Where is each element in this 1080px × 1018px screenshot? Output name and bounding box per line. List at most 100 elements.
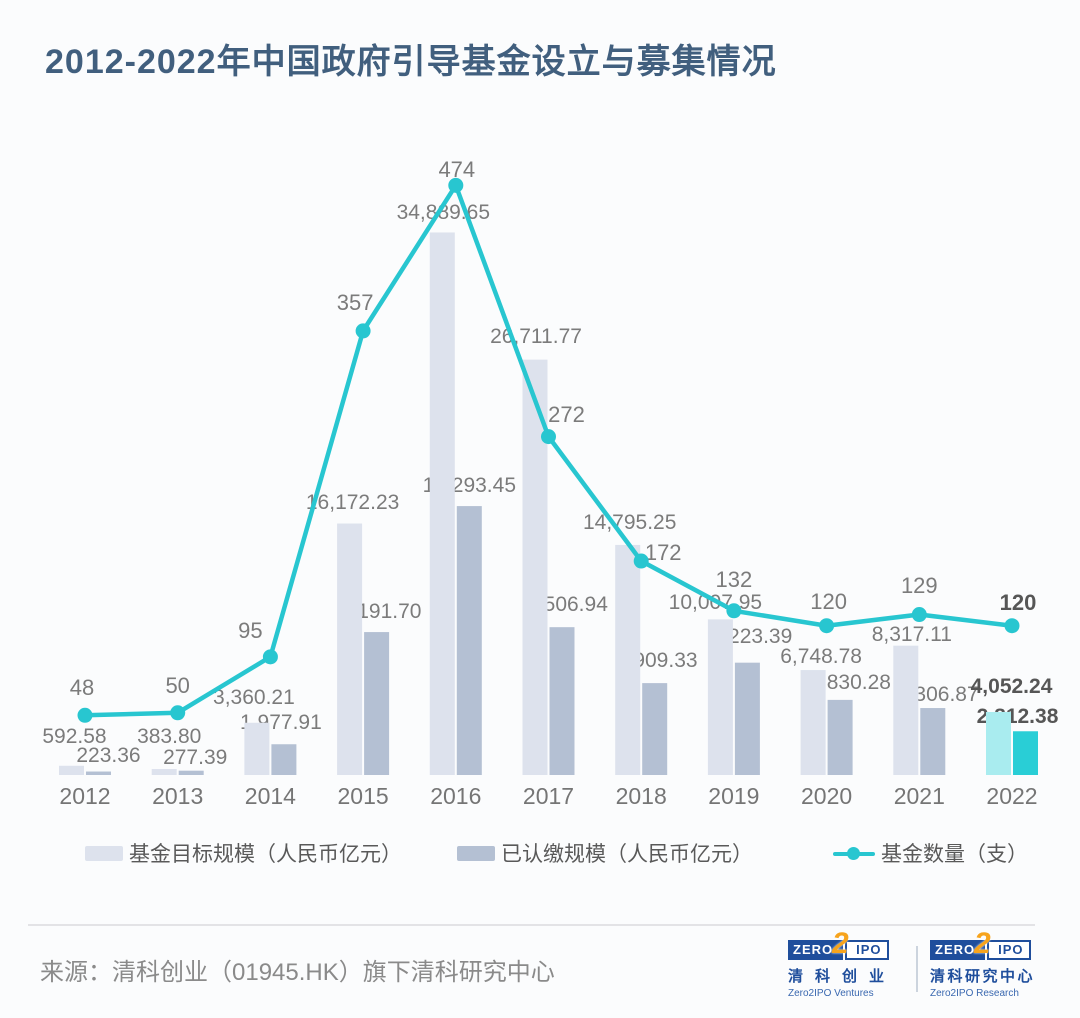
target-value-label-2020: 6,748.78	[780, 645, 862, 669]
target-value-label-2013: 383.80	[137, 725, 202, 749]
logo-two-glyph: 2	[974, 927, 991, 960]
x-axis-label-2019: 2019	[708, 783, 760, 809]
line-point-2022	[1004, 618, 1020, 634]
x-axis-label-2021: 2021	[893, 783, 945, 809]
zero2ipo-ventures-logo: ZERO 2 IPO 清科创业 Zero2IPO Ventures	[788, 929, 904, 999]
paid-value-label-2015: 9,191.70	[339, 600, 422, 624]
bar-paid-2012	[86, 771, 111, 775]
bar-target-2022	[986, 711, 1011, 775]
logo-en-name: Zero2IPO Ventures	[788, 988, 874, 999]
logo-zero-box: ZERO	[788, 940, 844, 960]
target-value-label-2016: 34,889.65	[396, 201, 491, 225]
bar-paid-2015	[364, 632, 390, 775]
bar-paid-2014	[271, 744, 297, 775]
bar-paid-2021	[920, 708, 946, 775]
footer: 来源：清科创业（01945.HK）旗下清科研究中心 ZERO 2 IPO 清科创…	[40, 929, 1046, 1002]
target-value-label-2014: 3,360.21	[213, 685, 295, 709]
bar-target-2013	[151, 769, 177, 775]
fund-count-line	[82, 183, 1015, 718]
target-value-label-2021: 8,317.11	[871, 622, 952, 646]
footer-divider	[28, 924, 1035, 926]
target-value-label-2017: 26,711.77	[490, 324, 582, 348]
count-label-2021: 129	[900, 572, 938, 598]
logo-ipo-box: IPO	[987, 940, 1031, 960]
x-axis-label-2013: 2013	[152, 783, 204, 809]
line-point-2018	[633, 553, 649, 569]
paid-value-label-2014: 1,977.91	[240, 711, 322, 735]
logo-two-glyph: 2	[832, 927, 849, 960]
zero2ipo-research-logo: ZERO 2 IPO 清科研究中心 Zero2IPO Research	[930, 929, 1046, 999]
legend-item-count: 基金数量（支）	[833, 838, 1028, 868]
count-label-2013: 50	[165, 672, 190, 698]
count-label-2012: 48	[69, 675, 95, 701]
logo-zero-box: ZERO	[930, 940, 986, 960]
bar-paid-2013	[178, 770, 204, 775]
paid-value-label-2012: 223.36	[76, 743, 141, 767]
legend-label-target: 基金目标规模（人民币亿元）	[129, 843, 402, 866]
legend-item-target: 基金目标规模（人民币亿元）	[85, 838, 402, 868]
x-axis-label-2014: 2014	[244, 783, 296, 809]
count-label-2019: 132	[715, 566, 753, 592]
logo-cn-name: 清科研究中心	[930, 968, 1036, 985]
line-point-2020	[819, 618, 835, 634]
line-point-2014	[262, 649, 278, 665]
page-title: 2012-2022年中国政府引导基金设立与募集情况	[45, 43, 777, 81]
x-axis-label-2017: 2017	[522, 783, 575, 809]
bar-target-2020	[800, 670, 826, 775]
bar-target-2018	[615, 544, 641, 775]
bar-paid-2022	[1013, 731, 1038, 775]
legend-swatch-paid	[457, 845, 495, 861]
target-value-label-2012: 592.58	[42, 724, 107, 748]
legend-swatch-target	[85, 845, 123, 861]
line-point-2021	[911, 607, 927, 623]
count-label-2016: 474	[438, 157, 476, 183]
bar-target-2021	[893, 645, 919, 775]
source-text: 来源：清科创业（01945.HK）旗下清科研究中心	[40, 958, 555, 986]
x-axis-label-2022: 2022	[986, 783, 1038, 809]
line-point-2017	[541, 429, 556, 445]
x-axis-label-2012: 2012	[59, 783, 111, 809]
paid-value-label-2020: 4,830.28	[809, 670, 891, 694]
bar-target-2015	[337, 523, 363, 775]
line-point-2013	[170, 705, 186, 721]
line-point-2012	[77, 707, 93, 723]
bar-target-2017	[522, 359, 548, 775]
logo-en-name: Zero2IPO Research	[930, 988, 1019, 999]
paid-value-label-2018: 5,909.33	[615, 649, 698, 673]
paid-value-label-2021: 4,306.87	[896, 683, 979, 707]
paid-value-label-2013: 277.39	[163, 745, 228, 769]
bar-paid-2018	[642, 683, 668, 775]
x-axis-label-2020: 2020	[801, 783, 853, 809]
bar-paid-2020	[827, 699, 853, 775]
target-value-label-2022: 4,052.24	[970, 674, 1053, 698]
zero2ipo-wordmark: ZERO 2 IPO	[930, 929, 1046, 961]
legend-label-paid: 已认缴规模（人民币亿元）	[501, 843, 753, 866]
bar-target-2014	[244, 722, 270, 775]
line-point-2015	[355, 323, 371, 339]
target-value-label-2019: 10,007.95	[668, 591, 763, 615]
bar-target-2019	[707, 619, 733, 775]
count-label-2015: 357	[336, 289, 374, 315]
bar-paid-2016	[456, 506, 482, 775]
paid-value-label-2016: 17,293.45	[422, 474, 517, 498]
logo-group: ZERO 2 IPO 清科创业 Zero2IPO Ventures ZERO 2…	[788, 929, 1046, 999]
line-point-2016	[448, 177, 464, 193]
bar-paid-2019	[734, 662, 760, 775]
logo-separator	[916, 946, 918, 992]
paid-value-label-2019: 7,223.39	[710, 624, 793, 648]
bar-paid-2017	[549, 627, 575, 775]
legend-label-count: 基金数量（支）	[881, 843, 1028, 866]
logo-cn-name: 清科创业	[788, 968, 897, 985]
legend-item-paid: 已认缴规模（人民币亿元）	[457, 838, 753, 868]
x-axis-label-2018: 2018	[615, 783, 667, 809]
paid-value-label-2022: 2,812.38	[976, 705, 1059, 729]
count-label-2020: 120	[810, 588, 847, 614]
count-label-2014: 95	[238, 617, 263, 643]
logo-ipo-box: IPO	[845, 940, 889, 960]
count-label-2022: 120	[999, 589, 1037, 615]
target-value-label-2018: 14,795.25	[582, 510, 677, 534]
count-label-2017: 272	[548, 401, 585, 427]
paid-value-label-2017: 9,506.94	[526, 593, 608, 617]
count-label-2018: 172	[644, 540, 682, 566]
